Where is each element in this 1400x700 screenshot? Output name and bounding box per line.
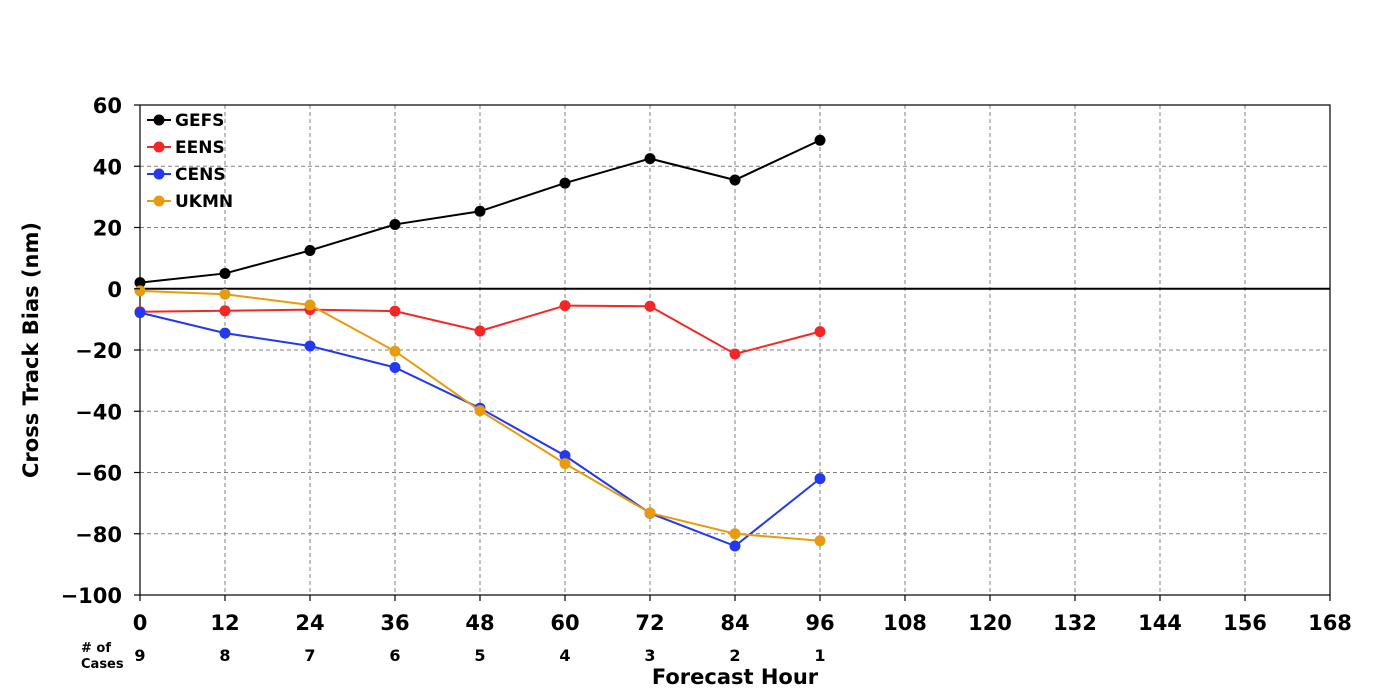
- data-point-cens: [559, 450, 571, 462]
- x-tick-label: 120: [968, 611, 1012, 635]
- data-point-eens: [219, 305, 231, 317]
- data-point-ukmn: [644, 507, 656, 519]
- x-tick-label: 60: [550, 611, 579, 635]
- y-tick-label: −20: [75, 339, 122, 363]
- data-point-ukmn: [814, 535, 826, 547]
- legend-marker: [153, 114, 165, 126]
- data-point-cens: [304, 340, 316, 352]
- data-point-eens: [389, 305, 401, 317]
- data-point-ukmn: [219, 288, 231, 300]
- legend-item-eens: EENS: [147, 138, 225, 158]
- legend-label: UKMN: [175, 192, 233, 212]
- data-point-ukmn: [389, 345, 401, 357]
- x-tick-label: 168: [1308, 611, 1352, 635]
- cases-row: # of Cases 9 8 7 6 5 4 3 2 1: [81, 641, 826, 672]
- case-count: 6: [389, 646, 400, 665]
- x-tick-label: 108: [883, 611, 927, 635]
- data-point-gefs: [219, 267, 231, 279]
- data-point-ukmn: [474, 405, 486, 417]
- series-gefs: [134, 134, 826, 289]
- legend-marker: [153, 141, 165, 153]
- x-tick-label: 156: [1223, 611, 1267, 635]
- x-tick-label: 84: [720, 611, 749, 635]
- cases-title-line1: # of: [81, 641, 111, 656]
- case-count: 3: [644, 646, 655, 665]
- y-tick-label: 20: [93, 217, 122, 241]
- x-tick-label: 24: [295, 611, 324, 635]
- legend-item-ukmn: UKMN: [147, 192, 233, 212]
- legend-item-gefs: GEFS: [147, 111, 224, 131]
- x-tick-label: 144: [1138, 611, 1182, 635]
- data-point-ukmn: [304, 299, 316, 311]
- case-count: 5: [474, 646, 485, 665]
- legend-label: GEFS: [175, 111, 224, 131]
- data-point-gefs: [304, 244, 316, 256]
- data-point-eens: [814, 326, 826, 338]
- legend-marker: [153, 195, 165, 207]
- data-series: [134, 134, 826, 552]
- legend-marker: [153, 168, 165, 180]
- case-count: 2: [729, 646, 740, 665]
- case-count: 9: [134, 646, 145, 665]
- legend-label: EENS: [175, 138, 225, 158]
- case-count: 7: [304, 646, 315, 665]
- case-count: 8: [219, 646, 230, 665]
- y-tick-label: −80: [75, 523, 122, 547]
- data-point-gefs: [729, 174, 741, 186]
- data-point-cens: [814, 473, 826, 485]
- x-axis-ticks: 0 12 24 36 48 60 72 84 96 108 120 132 144 156 168: [133, 595, 1352, 635]
- cases-title-line2: Cases: [81, 657, 124, 672]
- data-point-gefs: [814, 134, 826, 146]
- x-tick-label: 96: [805, 611, 834, 635]
- data-point-cens: [389, 361, 401, 373]
- data-point-gefs: [389, 218, 401, 230]
- data-point-gefs: [559, 177, 571, 189]
- data-point-gefs: [134, 277, 146, 289]
- data-point-ukmn: [729, 528, 741, 540]
- data-point-ukmn: [559, 458, 571, 470]
- data-point-eens: [559, 300, 571, 312]
- y-axis-ticks: 60 40 20 0 −20 −40 −60 −80 −100: [61, 94, 140, 608]
- x-tick-label: 0: [133, 611, 148, 635]
- data-point-ukmn: [134, 285, 146, 297]
- x-tick-label: 36: [380, 611, 409, 635]
- data-point-cens: [134, 307, 146, 319]
- series-ukmn: [134, 285, 826, 547]
- y-tick-label: −40: [75, 400, 122, 424]
- data-point-eens: [644, 300, 656, 312]
- y-tick-label: 60: [93, 94, 122, 118]
- y-axis-label: Cross Track Bias (nm): [19, 222, 43, 478]
- legend-item-cens: CENS: [147, 165, 226, 185]
- x-tick-label: 12: [210, 611, 239, 635]
- data-point-gefs: [474, 205, 486, 217]
- x-tick-label: 48: [465, 611, 494, 635]
- data-point-eens: [729, 348, 741, 360]
- y-tick-label: 0: [107, 278, 122, 302]
- case-count: 1: [814, 646, 825, 665]
- legend-label: CENS: [175, 165, 226, 185]
- x-tick-label: 72: [635, 611, 664, 635]
- data-point-cens: [729, 540, 741, 552]
- data-point-gefs: [644, 153, 656, 165]
- legend: GEFS EENS CENS UKMN: [147, 111, 233, 212]
- y-tick-label: 40: [93, 155, 122, 179]
- case-count: 4: [559, 646, 570, 665]
- x-tick-label: 132: [1053, 611, 1097, 635]
- y-tick-label: −60: [75, 462, 122, 486]
- y-tick-label: −100: [61, 584, 122, 608]
- data-point-eens: [474, 325, 486, 337]
- data-point-cens: [219, 327, 231, 339]
- x-axis-label: Forecast Hour: [652, 665, 819, 689]
